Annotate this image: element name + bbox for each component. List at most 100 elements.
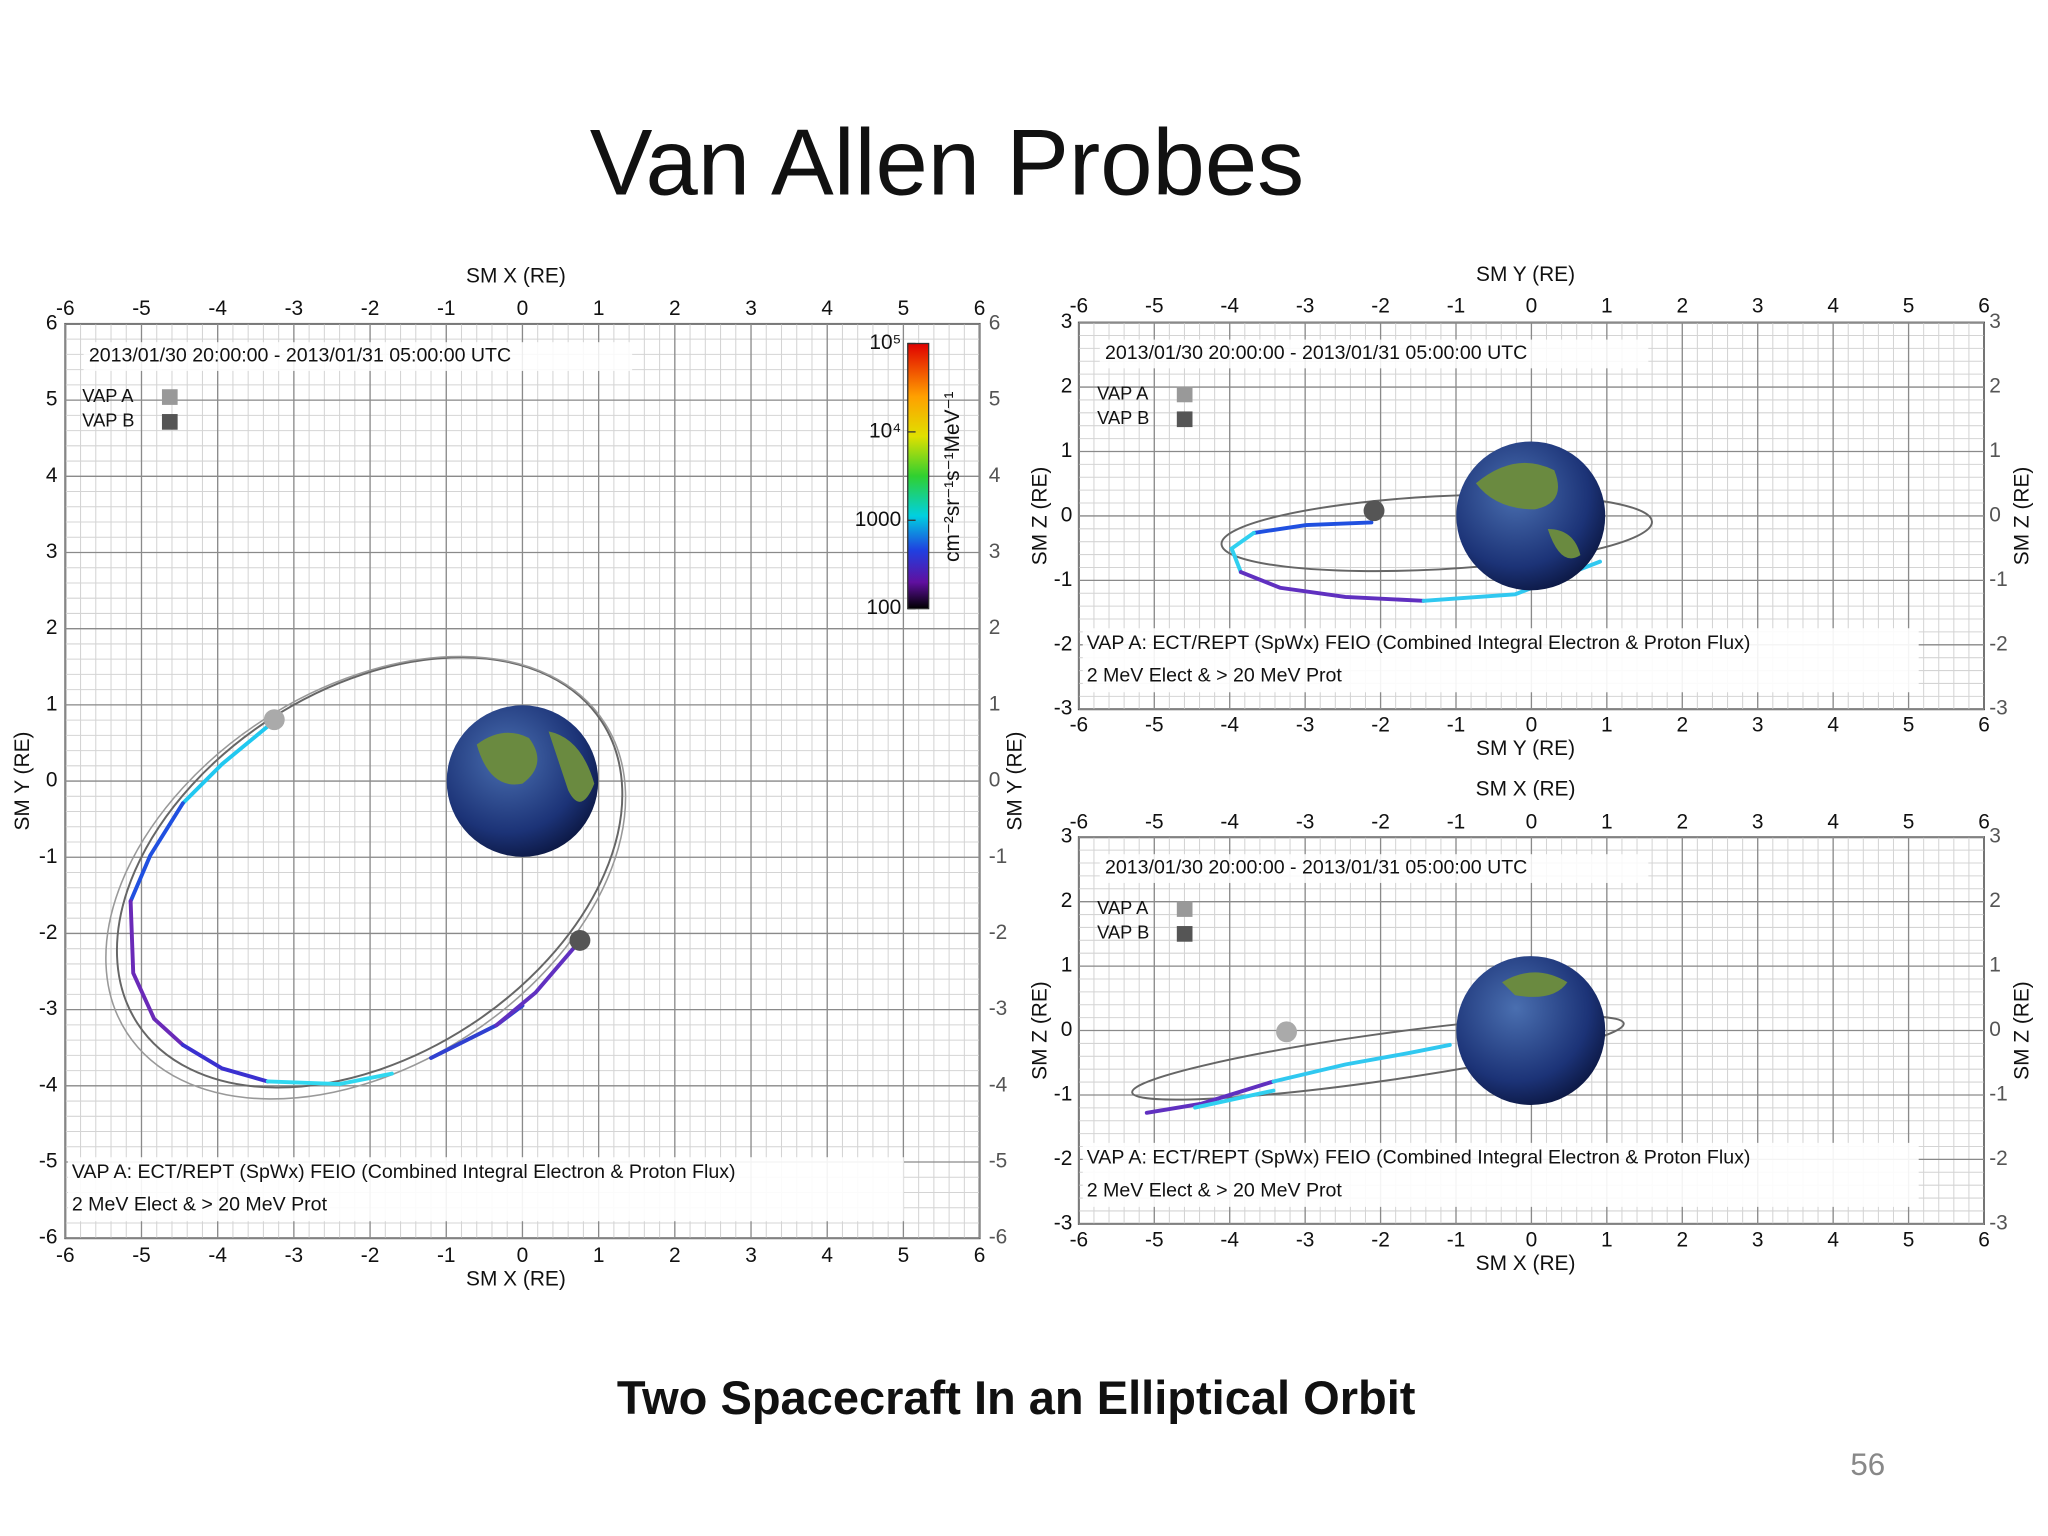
y-tick-label: 1 [1989, 954, 2001, 977]
y-tick-label: 2 [1989, 375, 2001, 398]
y-tick-label: -3 [1989, 1211, 2008, 1234]
x-tick-label: 2 [1676, 294, 1688, 317]
x-tick-label: -5 [1145, 1228, 1164, 1251]
x-tick-label: -5 [1145, 714, 1164, 737]
annotation: VAP A: ECT/REPT (SpWx) FEIO (Combined In… [1087, 632, 1751, 654]
x-tick-label: -4 [1220, 810, 1239, 833]
axis-label: SM Y (RE) [1476, 737, 1575, 760]
x-tick-label: -1 [437, 1244, 456, 1267]
x-tick-label: 0 [1526, 810, 1538, 833]
spacecraft [263, 500, 1385, 1043]
x-tick-label: 6 [1978, 1228, 1990, 1251]
y-tick-label: 2 [46, 616, 58, 639]
vap-a-dot [263, 709, 285, 731]
y-tick-label: 2 [1989, 889, 2001, 912]
colorbar [907, 342, 930, 610]
x-tick-label: 1 [593, 297, 605, 320]
axis-label: SM Y (RE) [1004, 732, 1027, 831]
x-tick-label: -3 [1296, 714, 1315, 737]
x-tick-label: 5 [1903, 810, 1915, 833]
x-tick-label: -2 [1371, 714, 1390, 737]
axis-label: SM Z (RE) [2011, 981, 2034, 1080]
legend-label: VAP B [82, 410, 134, 431]
orbit-flux [1144, 1079, 1276, 1115]
orbit-flux [265, 1071, 394, 1087]
x-tick-label: -6 [1070, 1228, 1089, 1251]
y-tick-label: 3 [46, 540, 58, 563]
orbit-flux [1193, 1088, 1276, 1110]
y-tick-label: -1 [39, 845, 58, 868]
earth [1456, 956, 1606, 1105]
page-number: 56 [1850, 1447, 1885, 1482]
annotation: 2 MeV Elect & > 20 MeV Prot [1087, 1179, 1343, 1201]
y-tick-label: 4 [46, 464, 58, 487]
y-tick-label: 3 [1061, 310, 1073, 333]
y-tick-label: -3 [1989, 697, 2008, 720]
x-tick-label: -6 [56, 297, 75, 320]
time-bg [1099, 339, 1649, 369]
legend-swatch [161, 389, 178, 405]
orbit-flux [1271, 1042, 1452, 1084]
y-tick-label: 6 [989, 311, 1001, 334]
x-tick-label: -4 [1220, 294, 1239, 317]
y-tick-label: 2 [1061, 889, 1073, 912]
axis-label: SM X (RE) [1476, 778, 1576, 801]
x-tick-label: 0 [1526, 1228, 1538, 1251]
x-tick-label: 1 [1601, 294, 1613, 317]
x-tick-label: -1 [1447, 1228, 1466, 1251]
x-tick-label: -2 [1371, 1228, 1390, 1251]
y-tick-label: 0 [989, 769, 1001, 792]
earths [446, 441, 1606, 1105]
y-tick-label: -2 [1054, 1147, 1073, 1170]
y-tick-label: 0 [46, 769, 58, 792]
y-tick-label: -1 [1054, 568, 1073, 591]
annotation-bg [1082, 628, 1919, 693]
y-tick-label: -2 [1054, 632, 1073, 655]
axis-label: SM Z (RE) [1028, 467, 1051, 566]
orbit-flux [1229, 530, 1256, 575]
y-tick-label: -3 [1054, 697, 1073, 720]
y-tick-label: 2 [1061, 375, 1073, 398]
y-tick-label: 1 [1061, 954, 1073, 977]
y-tick-label: -5 [989, 1150, 1008, 1173]
x-tick-label: -4 [208, 297, 227, 320]
x-tick-label: -1 [1447, 294, 1466, 317]
y-tick-label: 6 [46, 311, 58, 334]
x-tick-label: -3 [1296, 1228, 1315, 1251]
time-bg [83, 342, 633, 371]
x-tick-label: 5 [1903, 714, 1915, 737]
x-tick-label: 3 [745, 1244, 757, 1267]
legend-label: VAP A [82, 385, 134, 406]
colorbar-label: cm⁻²sr⁻¹s⁻¹MeV⁻¹ [941, 391, 964, 562]
annotation-bg [1082, 1142, 1919, 1207]
legend-swatch [1176, 901, 1193, 917]
x-tick-label: 5 [898, 1244, 910, 1267]
annotation: 2 MeV Elect & > 20 MeV Prot [72, 1194, 328, 1216]
x-tick-label: -6 [1070, 810, 1089, 833]
y-tick-label: -1 [989, 845, 1008, 868]
x-tick-label: 0 [1526, 714, 1538, 737]
y-tick-label: -4 [39, 1073, 58, 1096]
x-tick-label: -3 [285, 1244, 304, 1267]
orbit-flux [180, 1042, 270, 1084]
y-tick-label: 1 [1989, 439, 2001, 462]
y-tick-label: -3 [39, 997, 58, 1020]
y-tick-label: -3 [1054, 1211, 1073, 1234]
y-tick-label: -2 [1989, 1147, 2008, 1170]
x-tick-label: 3 [745, 297, 757, 320]
colorbar-tick-label: 100 [866, 596, 901, 619]
x-tick-label: 6 [1978, 714, 1990, 737]
x-tick-label: 1 [593, 1244, 605, 1267]
x-tick-label: -3 [1296, 294, 1315, 317]
vap-b-dot [1363, 500, 1385, 522]
orbit-flux [1238, 570, 1426, 603]
y-tick-label: 4 [989, 464, 1001, 487]
y-tick-label: 1 [1061, 439, 1073, 462]
time-range: 2013/01/30 20:00:00 - 2013/01/31 05:00:0… [89, 345, 511, 367]
x-tick-label: -2 [1371, 294, 1390, 317]
y-tick-label: -4 [989, 1073, 1008, 1096]
y-tick-label: 3 [1061, 825, 1073, 848]
y-tick-label: 0 [1061, 1018, 1073, 1041]
y-tick-label: -1 [1989, 568, 2008, 591]
